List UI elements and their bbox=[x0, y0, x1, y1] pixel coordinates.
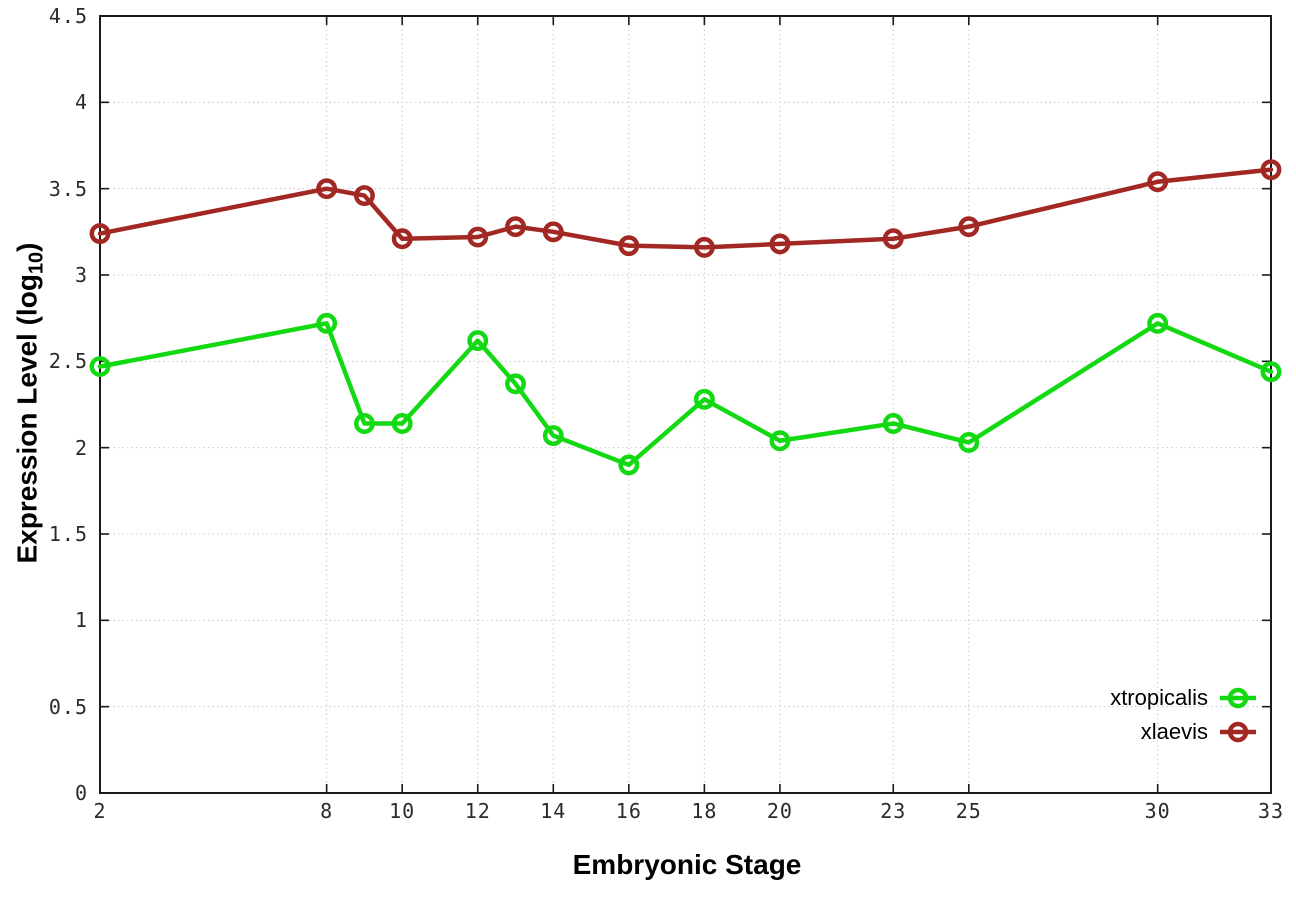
series-line-xtropicalis bbox=[97, 321, 1274, 468]
data-point-xtropicalis bbox=[618, 454, 640, 476]
x-tick-label: 25 bbox=[955, 799, 982, 823]
data-point-xtropicalis bbox=[505, 373, 526, 395]
x-tick-label: 8 bbox=[320, 799, 334, 823]
data-point-xlaevis bbox=[882, 228, 904, 250]
data-point-xtropicalis bbox=[542, 425, 564, 447]
data-point-xlaevis bbox=[1260, 159, 1282, 181]
data-point-xlaevis bbox=[693, 236, 715, 258]
y-tick-label: 1.5 bbox=[48, 522, 88, 546]
y-axis-title-text: Expression Level (log bbox=[11, 274, 43, 564]
data-point-xlaevis bbox=[391, 228, 413, 250]
data-point-xtropicalis bbox=[769, 430, 791, 452]
x-tick-label: 16 bbox=[615, 799, 642, 823]
legend-marker-xlaevis bbox=[1220, 721, 1256, 743]
x-tick-label: 33 bbox=[1257, 799, 1285, 823]
legend-item-xtropicalis: xtropicalis bbox=[1110, 682, 1258, 714]
y-tick-label: 2.5 bbox=[48, 349, 88, 374]
data-point-xlaevis bbox=[769, 233, 791, 255]
data-point-xlaevis bbox=[316, 178, 338, 200]
y-axis-title: Expression Level (log10) bbox=[12, 243, 49, 564]
data-point-xtropicalis bbox=[391, 413, 413, 434]
data-point-xtropicalis bbox=[316, 312, 338, 334]
x-tick-label: 23 bbox=[880, 799, 907, 823]
x-tick-label: 2 bbox=[93, 799, 107, 823]
data-point-xtropicalis bbox=[89, 356, 111, 377]
x-tick-label: 20 bbox=[766, 799, 793, 823]
x-tick-label: 12 bbox=[464, 799, 491, 823]
data-point-xlaevis bbox=[542, 221, 564, 243]
y-tick-label: 0 bbox=[74, 781, 88, 805]
y-tick-label: 2 bbox=[74, 435, 88, 460]
y-tick-label: 4 bbox=[74, 90, 88, 115]
legend-item-xlaevis: xlaevis bbox=[1110, 716, 1258, 748]
y-tick-label: 1 bbox=[74, 608, 88, 633]
data-point-xtropicalis bbox=[467, 330, 489, 352]
x-tick-label: 14 bbox=[540, 799, 567, 823]
x-axis-title: Embryonic Stage bbox=[572, 849, 802, 880]
series-line-xlaevis bbox=[97, 167, 1274, 250]
data-point-xlaevis bbox=[467, 226, 489, 248]
data-point-xlaevis bbox=[505, 216, 526, 238]
data-point-xlaevis bbox=[353, 185, 375, 207]
data-point-xlaevis bbox=[618, 235, 640, 257]
data-point-xtropicalis bbox=[958, 432, 980, 453]
data-point-xtropicalis bbox=[1260, 361, 1282, 383]
y-tick-label: 3.5 bbox=[48, 176, 88, 201]
y-axis-title-close: ) bbox=[11, 242, 43, 252]
legend-label-xlaevis: xlaevis bbox=[1140, 719, 1208, 744]
data-point-xlaevis bbox=[1147, 171, 1169, 193]
data-point-xtropicalis bbox=[693, 388, 715, 410]
x-tick-label: 30 bbox=[1144, 799, 1171, 823]
y-tick-label: 4.5 bbox=[48, 4, 88, 28]
data-point-xtropicalis bbox=[353, 413, 375, 434]
y-tick-label: 3 bbox=[74, 263, 88, 287]
x-tick-label: 18 bbox=[691, 799, 718, 823]
data-point-xlaevis bbox=[89, 223, 111, 245]
data-point-xlaevis bbox=[958, 216, 980, 238]
legend: xtropicalis xlaevis bbox=[1110, 682, 1258, 748]
y-tick-label: 0.5 bbox=[48, 694, 88, 719]
legend-marker-xtropicalis bbox=[1220, 687, 1256, 709]
data-point-xtropicalis bbox=[882, 413, 904, 434]
data-point-xtropicalis bbox=[1147, 312, 1169, 334]
x-tick-label: 10 bbox=[389, 799, 416, 823]
legend-label-xtropicalis: xtropicalis bbox=[1110, 685, 1208, 710]
